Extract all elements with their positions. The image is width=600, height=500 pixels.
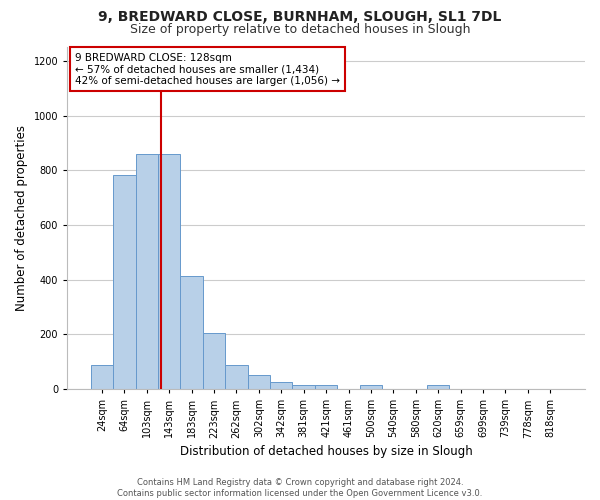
Bar <box>248 376 270 389</box>
Text: 9, BREDWARD CLOSE, BURNHAM, SLOUGH, SL1 7DL: 9, BREDWARD CLOSE, BURNHAM, SLOUGH, SL1 … <box>98 10 502 24</box>
Bar <box>136 154 158 389</box>
Bar <box>427 385 449 389</box>
Bar <box>113 174 136 389</box>
Bar <box>203 333 225 389</box>
X-axis label: Distribution of detached houses by size in Slough: Distribution of detached houses by size … <box>180 444 472 458</box>
Bar <box>315 385 337 389</box>
Text: 9 BREDWARD CLOSE: 128sqm
← 57% of detached houses are smaller (1,434)
42% of sem: 9 BREDWARD CLOSE: 128sqm ← 57% of detach… <box>75 52 340 86</box>
Bar <box>158 154 181 389</box>
Bar <box>292 385 315 389</box>
Bar <box>225 364 248 389</box>
Y-axis label: Number of detached properties: Number of detached properties <box>15 126 28 312</box>
Bar <box>181 276 203 389</box>
Text: Contains HM Land Registry data © Crown copyright and database right 2024.
Contai: Contains HM Land Registry data © Crown c… <box>118 478 482 498</box>
Text: Size of property relative to detached houses in Slough: Size of property relative to detached ho… <box>130 22 470 36</box>
Bar <box>91 364 113 389</box>
Bar <box>360 385 382 389</box>
Bar <box>270 382 292 389</box>
